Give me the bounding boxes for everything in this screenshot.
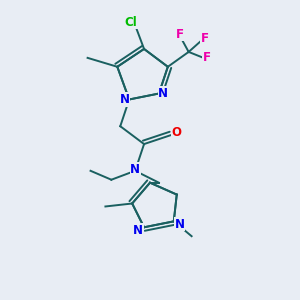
Text: F: F — [176, 28, 184, 40]
Text: N: N — [130, 163, 140, 176]
Text: O: O — [172, 126, 182, 139]
Text: F: F — [201, 32, 209, 45]
Text: N: N — [120, 93, 130, 106]
Text: N: N — [175, 218, 185, 231]
Text: Cl: Cl — [124, 16, 137, 29]
Text: F: F — [202, 51, 211, 64]
Text: N: N — [133, 224, 143, 237]
Text: N: N — [158, 87, 168, 100]
